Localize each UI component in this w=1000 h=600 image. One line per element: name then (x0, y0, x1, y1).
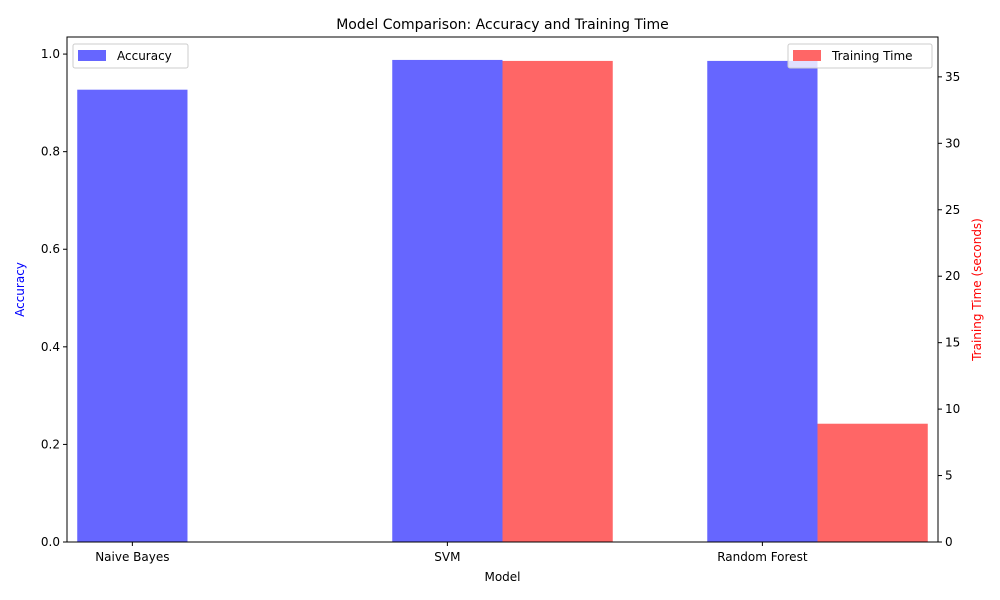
bar-accuracy-naive-bayes (77, 89, 188, 543)
legend-swatch-training-time (793, 50, 821, 61)
y-left-axis-label: Accuracy (13, 262, 27, 317)
plot-frame (66, 36, 939, 543)
y-right-tick-label: 0 (945, 535, 953, 549)
legend-label-accuracy: Accuracy (117, 49, 172, 63)
legend-accuracy: Accuracy (72, 43, 189, 69)
legend-swatch-accuracy (78, 50, 106, 61)
x-tick-label: Random Forest (717, 550, 808, 564)
y-right-tick-label: 30 (945, 136, 960, 150)
y-left-tick-label: 1.0 (41, 47, 60, 61)
y-left-tick-label: 0.6 (41, 242, 60, 256)
y-right-tick-label: 15 (945, 336, 960, 350)
y-left-tick-label: 0.4 (41, 340, 60, 354)
bar-accuracy-svm (392, 59, 503, 542)
legend-training-time: Training Time (787, 43, 933, 69)
y-right-tick-label: 20 (945, 269, 960, 283)
x-axis-label: Model (484, 570, 520, 584)
y-right-tick-label: 10 (945, 402, 960, 416)
chart-title: Model Comparison: Accuracy and Training … (336, 17, 669, 33)
y-left-tick-label: 0.2 (41, 437, 60, 451)
y-right-tick-label: 25 (945, 203, 960, 217)
axes-layer: Naive Bayes SVM Random Forest 0.0 0.2 0.4 0.6 0… (41, 47, 960, 564)
legend-label-training-time: Training Time (831, 49, 913, 63)
bar-training-time-random-forest (817, 423, 928, 542)
y-right-axis-label: Training Time (seconds) (970, 218, 984, 362)
legend-box (787, 43, 933, 69)
y-left-tick-label: 0.8 (41, 145, 60, 159)
y-left-tick-label: 0.0 (41, 535, 60, 549)
bar-training-time-svm (502, 60, 613, 542)
y-right-tick-label: 35 (945, 70, 960, 84)
x-tick-label: SVM (434, 550, 460, 564)
bars-layer (77, 59, 928, 543)
y-right-tick-label: 5 (945, 469, 953, 483)
bar-accuracy-random-forest (707, 60, 818, 543)
x-tick-label: Naive Bayes (95, 550, 169, 564)
